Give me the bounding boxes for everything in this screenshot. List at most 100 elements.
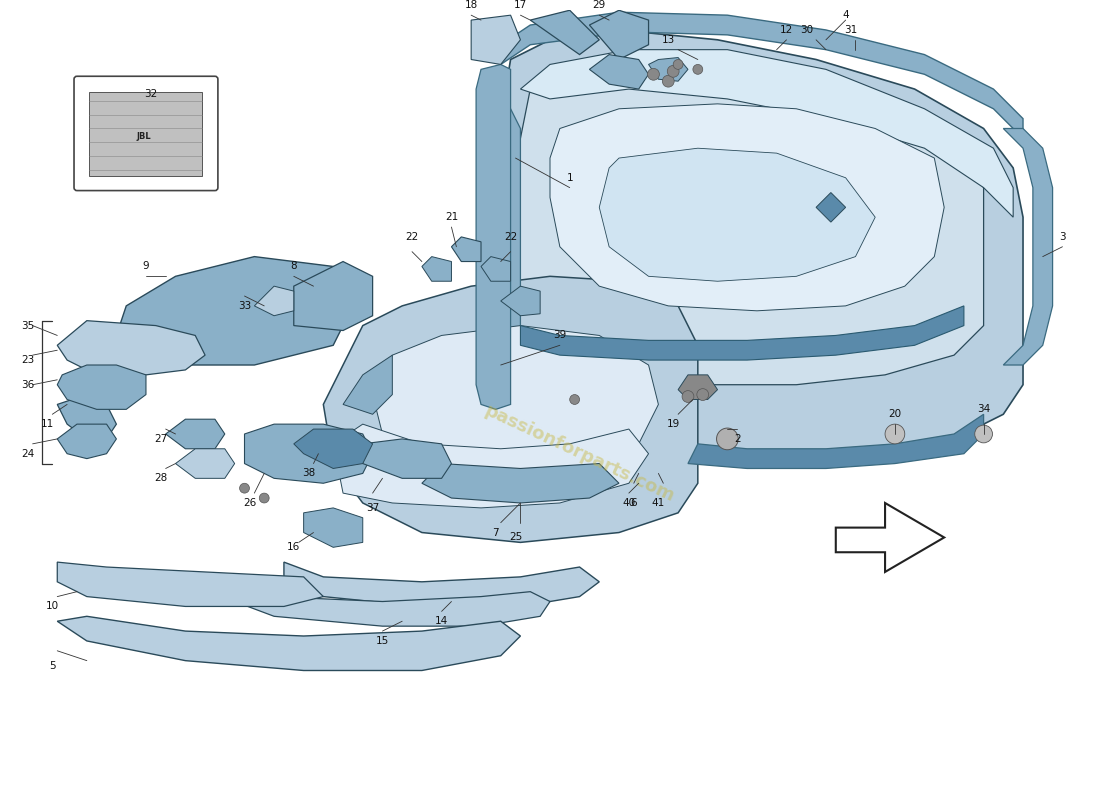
Polygon shape [481, 257, 510, 282]
Polygon shape [590, 10, 649, 59]
Text: 15: 15 [376, 636, 389, 646]
Polygon shape [600, 148, 876, 282]
Circle shape [260, 493, 270, 503]
Polygon shape [476, 65, 510, 410]
Text: 25: 25 [509, 533, 522, 542]
Polygon shape [176, 449, 234, 478]
Polygon shape [57, 365, 146, 410]
Polygon shape [333, 424, 649, 508]
Polygon shape [323, 276, 697, 542]
Text: 22: 22 [406, 232, 419, 242]
Text: 2: 2 [734, 434, 740, 444]
Bar [89, 92, 202, 176]
Polygon shape [363, 439, 451, 478]
Polygon shape [422, 257, 451, 282]
Polygon shape [678, 375, 717, 399]
Text: 21: 21 [444, 212, 458, 222]
Text: 22: 22 [504, 232, 517, 242]
Text: 30: 30 [800, 25, 813, 35]
Circle shape [668, 66, 679, 78]
Polygon shape [816, 193, 846, 222]
Polygon shape [343, 355, 393, 414]
Polygon shape [500, 12, 1023, 138]
Text: 35: 35 [21, 321, 34, 330]
Circle shape [682, 390, 694, 402]
Circle shape [693, 65, 703, 74]
Polygon shape [284, 562, 600, 606]
Polygon shape [117, 257, 353, 365]
Text: 10: 10 [46, 602, 59, 611]
Circle shape [240, 483, 250, 493]
Polygon shape [57, 424, 117, 458]
Text: 40: 40 [623, 498, 636, 508]
Text: 38: 38 [301, 469, 316, 478]
Polygon shape [481, 109, 550, 394]
Text: 18: 18 [464, 0, 477, 10]
Circle shape [975, 425, 992, 443]
Text: 19: 19 [667, 419, 680, 429]
Polygon shape [520, 306, 964, 360]
Text: 34: 34 [977, 404, 990, 414]
Circle shape [673, 59, 683, 70]
Text: 4: 4 [843, 10, 849, 20]
Circle shape [570, 394, 580, 405]
Polygon shape [166, 419, 224, 449]
Circle shape [662, 75, 674, 87]
Polygon shape [471, 15, 520, 65]
Text: 31: 31 [844, 25, 857, 35]
Polygon shape [550, 104, 944, 311]
Polygon shape [688, 414, 983, 469]
Text: 14: 14 [434, 616, 448, 626]
Text: 8: 8 [290, 262, 297, 271]
Text: 11: 11 [41, 419, 54, 429]
Polygon shape [254, 286, 294, 316]
Text: 26: 26 [243, 498, 256, 508]
Polygon shape [510, 65, 983, 385]
Polygon shape [1003, 129, 1053, 365]
Text: 28: 28 [154, 474, 167, 483]
Circle shape [716, 428, 738, 450]
Polygon shape [836, 503, 944, 572]
Text: 9: 9 [143, 262, 150, 271]
Polygon shape [57, 394, 117, 439]
Polygon shape [244, 424, 373, 483]
Polygon shape [520, 50, 1013, 217]
Text: 20: 20 [889, 410, 902, 419]
Text: 41: 41 [652, 498, 666, 508]
Text: 6: 6 [630, 498, 637, 508]
Polygon shape [500, 286, 540, 316]
Text: 16: 16 [287, 542, 300, 552]
Polygon shape [373, 326, 659, 469]
Polygon shape [57, 562, 323, 606]
Text: 17: 17 [514, 0, 527, 10]
Polygon shape [294, 262, 373, 330]
Text: 32: 32 [144, 89, 157, 99]
Polygon shape [57, 321, 205, 375]
Polygon shape [304, 508, 363, 547]
Polygon shape [451, 237, 481, 262]
Text: passionforparts.com: passionforparts.com [482, 402, 678, 506]
Text: 24: 24 [21, 449, 34, 458]
Text: 27: 27 [154, 434, 167, 444]
Polygon shape [649, 58, 688, 81]
Text: 3: 3 [1059, 232, 1066, 242]
Circle shape [648, 68, 659, 80]
Polygon shape [590, 54, 649, 89]
Polygon shape [422, 463, 619, 503]
Polygon shape [294, 429, 373, 469]
Polygon shape [57, 616, 520, 670]
Text: 13: 13 [661, 35, 675, 45]
Text: 12: 12 [780, 25, 793, 35]
FancyBboxPatch shape [74, 76, 218, 190]
Polygon shape [481, 30, 1023, 454]
Text: 7: 7 [493, 527, 499, 538]
Polygon shape [530, 10, 600, 54]
Text: 23: 23 [21, 355, 34, 365]
Text: 36: 36 [21, 380, 34, 390]
Text: 37: 37 [366, 503, 379, 513]
Circle shape [696, 389, 708, 401]
Circle shape [886, 424, 905, 444]
Polygon shape [234, 582, 550, 626]
Text: 39: 39 [553, 330, 566, 341]
Text: 29: 29 [593, 0, 606, 10]
